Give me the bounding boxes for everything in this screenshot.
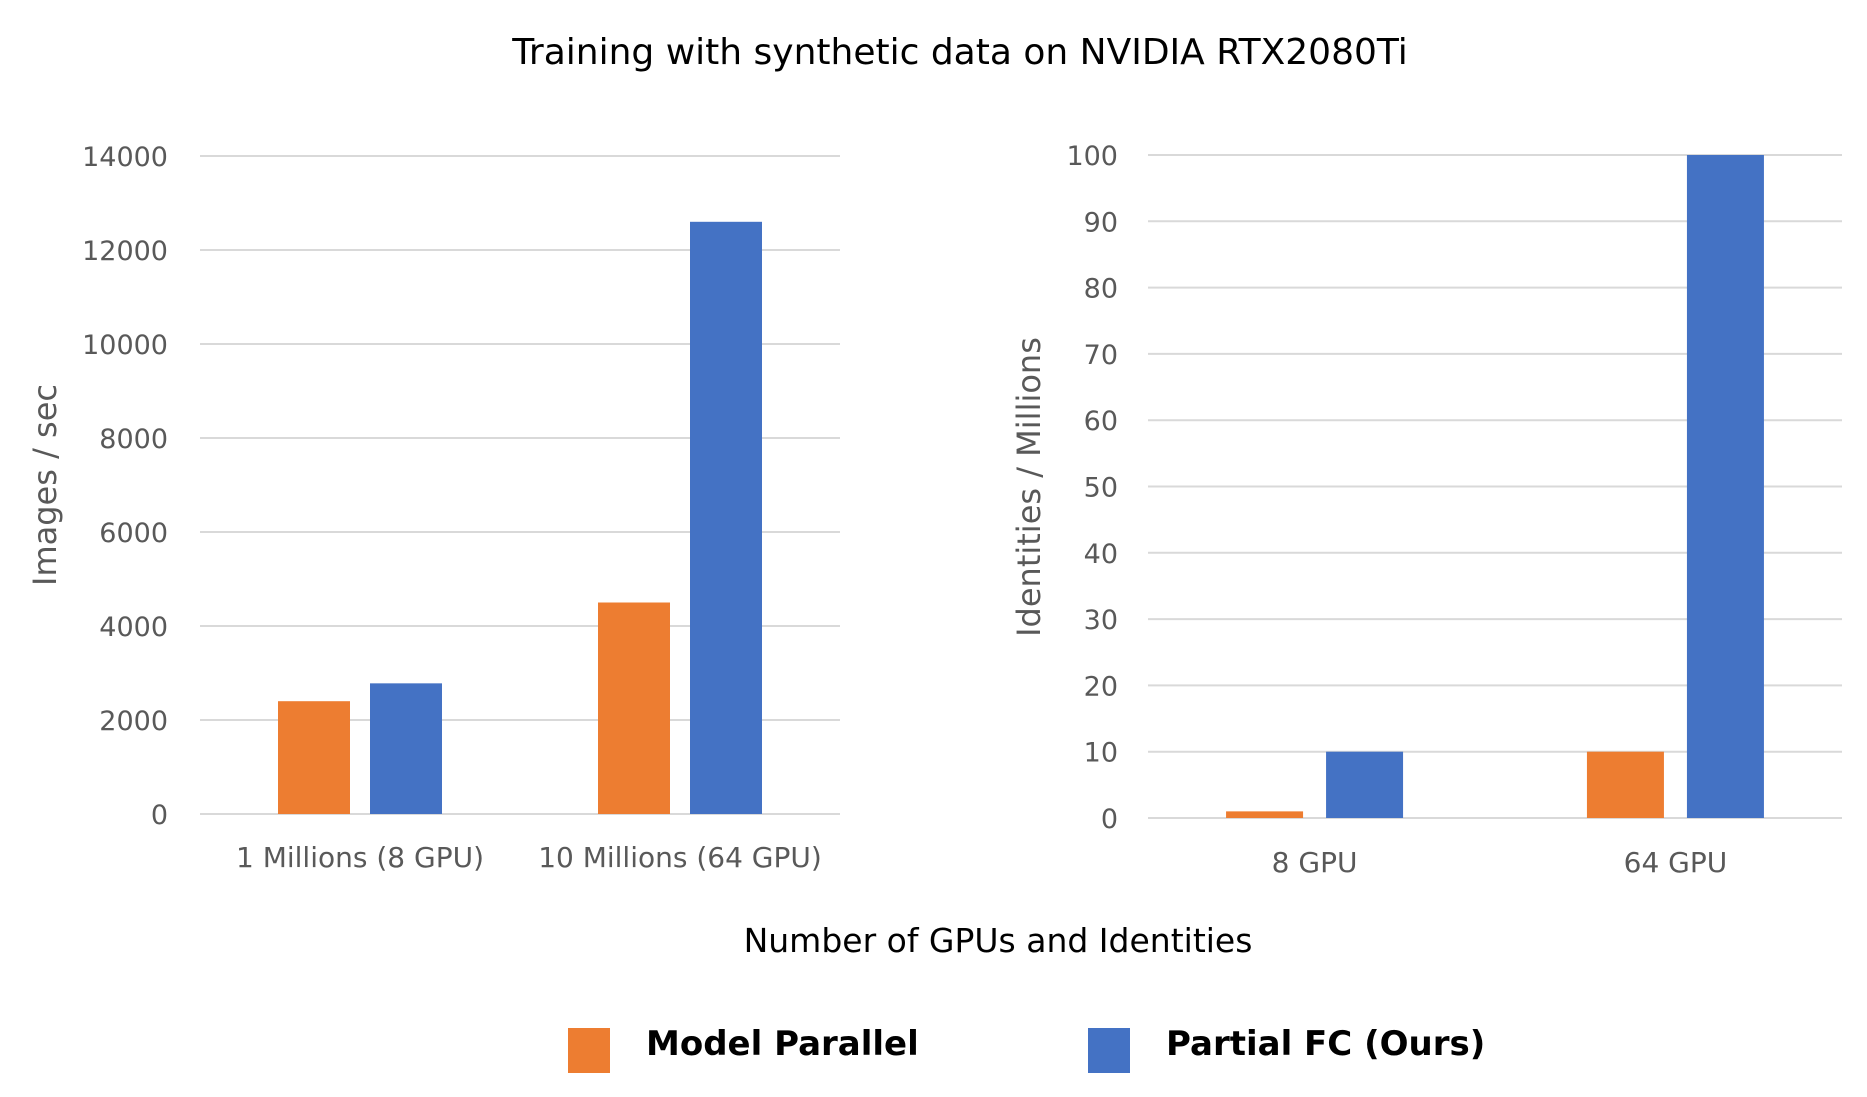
- y-tick-label: 0: [1101, 804, 1118, 835]
- y-tick-label: 90: [1084, 207, 1118, 238]
- y-tick-label: 10: [1084, 738, 1118, 769]
- y-tick-label: 8000: [99, 424, 168, 455]
- chart-title: Training with synthetic data on NVIDIA R…: [511, 32, 1408, 73]
- bar-partial-fc: [690, 221, 762, 815]
- y-tick-label: 14000: [82, 142, 168, 173]
- y-tick-label: 20: [1084, 671, 1118, 702]
- legend-label: Model Parallel: [646, 1024, 919, 1064]
- bar-partial-fc: [1326, 751, 1404, 818]
- y-tick-label: 4000: [99, 612, 168, 643]
- legend: Model Parallel Partial FC (Ours): [568, 1024, 1485, 1073]
- x-tick-label: 10 Millions (64 GPU): [538, 841, 822, 874]
- legend-swatch: [1088, 1028, 1130, 1073]
- left-chart: 0 2000 4000 6000 8000 10000 12000 14000 Images /…: [26, 142, 840, 874]
- bar-partial-fc: [1686, 155, 1764, 818]
- legend-swatch: [568, 1028, 610, 1073]
- y-tick-label: 50: [1084, 473, 1118, 504]
- y-tick-label: 10000: [82, 330, 168, 361]
- right-chart: 0 10 20 30 40 50 60 70 80 90 100 Identities / Milli…: [1010, 141, 1842, 879]
- x-axis-label: Number of GPUs and Identities: [744, 921, 1253, 960]
- legend-label: Partial FC (Ours): [1166, 1024, 1485, 1064]
- y-tick-label: 70: [1084, 340, 1118, 371]
- y-axis-label: Images / sec: [26, 384, 64, 586]
- bar-model-parallel: [598, 602, 670, 814]
- y-tick-label: 0: [151, 800, 168, 831]
- x-tick-label: 1 Millions (8 GPU): [236, 841, 484, 874]
- y-tick-label: 40: [1084, 539, 1118, 570]
- bar-model-parallel: [1226, 811, 1304, 818]
- bar-partial-fc: [370, 683, 442, 814]
- y-tick-label: 60: [1084, 406, 1118, 437]
- y-tick-label: 80: [1084, 274, 1118, 305]
- bar-model-parallel: [1586, 751, 1664, 818]
- y-tick-label: 2000: [99, 706, 168, 737]
- y-axis-label: Identities / Millions: [1010, 337, 1048, 637]
- y-tick-label: 30: [1084, 605, 1118, 636]
- y-tick-label: 12000: [82, 236, 168, 267]
- x-tick-label: 8 GPU: [1272, 846, 1358, 879]
- x-tick-label: 64 GPU: [1624, 846, 1728, 879]
- y-tick-label: 6000: [99, 518, 168, 549]
- y-tick-label: 100: [1066, 141, 1118, 172]
- bar-model-parallel: [278, 701, 350, 814]
